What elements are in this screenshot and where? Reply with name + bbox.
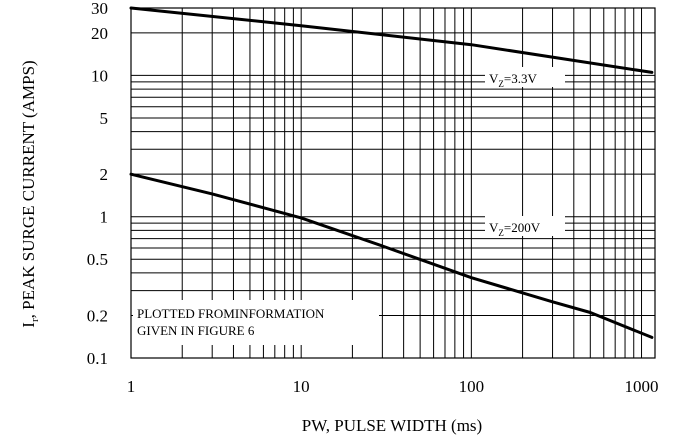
series-label-bg (485, 216, 565, 236)
series-label-symbol: V (489, 220, 499, 235)
series-label-symbol: V (489, 71, 499, 86)
x-tick-label: 1000 (625, 377, 659, 396)
y-tick-label: 20 (91, 24, 108, 43)
annotation-bg (133, 300, 379, 345)
x-tick-label: 10 (293, 377, 310, 396)
x-axis-title: PW, PULSE WIDTH (ms) (302, 416, 482, 435)
chart-grid (130, 7, 656, 359)
x-tick-label: 1 (127, 377, 136, 396)
y-tick-label: 10 (91, 66, 108, 85)
y-tick-label: 5 (100, 109, 109, 128)
y-axis-title-symbol: I (19, 322, 38, 328)
y-axis-title: Ir, PEAK SURGE CURRENT (AMPS) (19, 60, 41, 327)
annotation-line: GIVEN IN FIGURE 6 (137, 323, 255, 338)
series-label: VZ=3.3V (489, 71, 537, 89)
series-line (129, 172, 654, 339)
y-tick-label: 2 (100, 165, 109, 184)
y-tick-label: 0.2 (87, 306, 108, 325)
y-axis-title-rest: , PEAK SURGE CURRENT (AMPS) (19, 60, 38, 318)
y-tick-label: 1 (100, 208, 109, 227)
series-label-subscript: Z (498, 79, 504, 89)
y-axis-title-subscript: r (29, 318, 41, 322)
series-label: VZ=200V (489, 220, 541, 238)
y-tick-label: 0.5 (87, 250, 108, 269)
series-label-value: =200V (504, 220, 541, 235)
series-label-value: =3.3V (504, 71, 538, 86)
series-label-subscript: Z (498, 228, 504, 238)
series-label-bg (485, 67, 565, 87)
series-line (129, 6, 654, 74)
series-lines (129, 6, 654, 339)
y-tick-label: 30 (91, 0, 108, 18)
x-tick-label: 100 (459, 377, 485, 396)
annotation-line: PLOTTED FROMINFORMATION (137, 306, 325, 321)
plot-frame (130, 7, 656, 359)
y-tick-label: 0.1 (87, 349, 108, 368)
